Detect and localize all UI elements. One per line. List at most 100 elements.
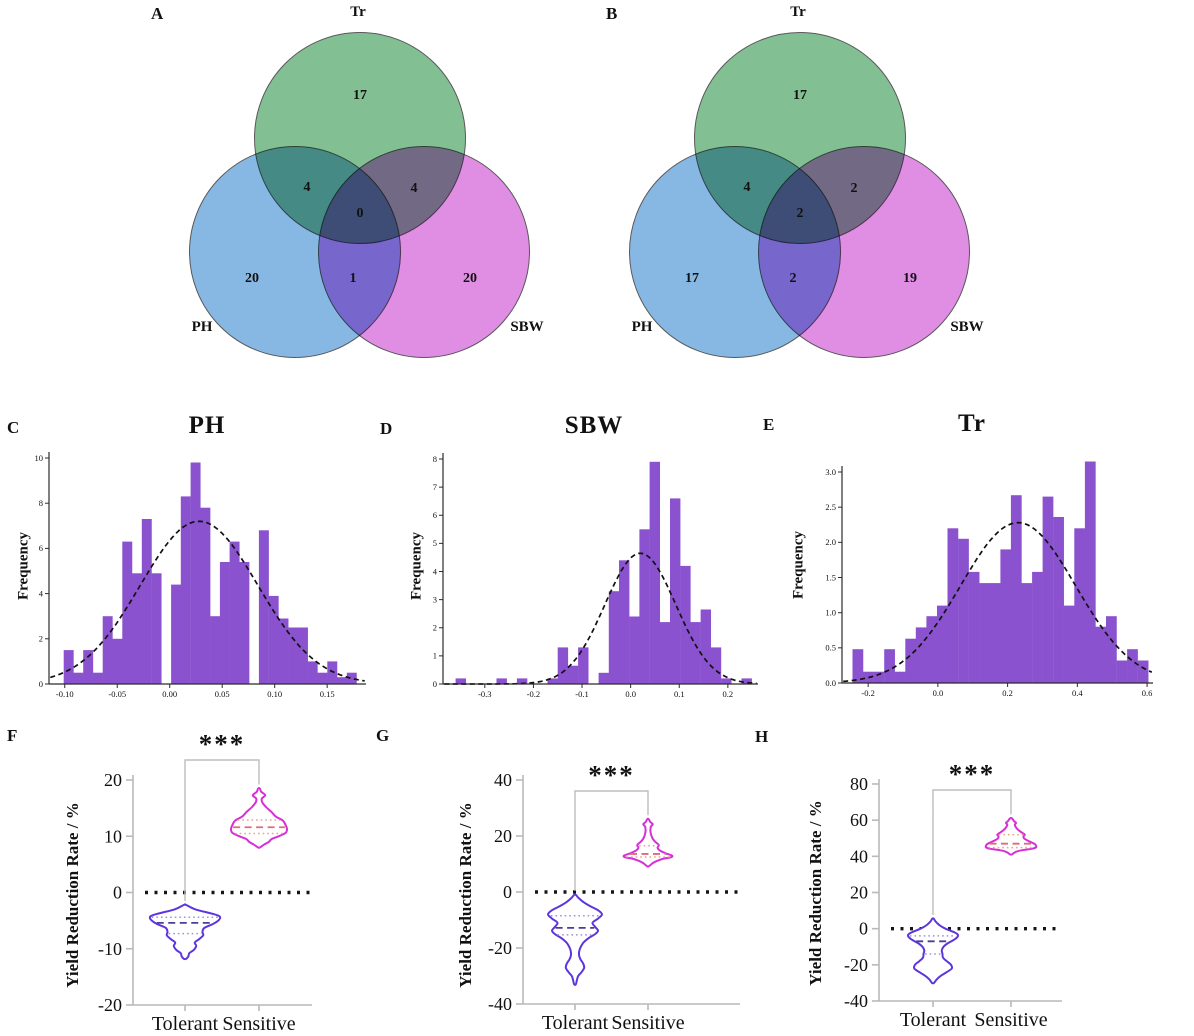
svg-text:0: 0: [503, 882, 512, 902]
set-label-ph: PH: [631, 319, 653, 335]
set-label-ph: PH: [191, 319, 213, 335]
svg-text:0.4: 0.4: [1072, 688, 1083, 698]
panel-letter-g: G: [376, 726, 390, 745]
hist-title-ph: PH: [188, 412, 226, 439]
violin-plot-tr: 80 60 40 20 0 -20 -40 *** Tolerant Sensitive: [844, 759, 1062, 1031]
svg-text:-0.1: -0.1: [575, 689, 588, 699]
svg-text:0: 0: [113, 883, 122, 903]
svg-text:2.5: 2.5: [825, 502, 836, 512]
svg-text:-20: -20: [98, 995, 122, 1015]
set-label-sbw: SBW: [950, 319, 984, 335]
svg-text:0.00: 0.00: [162, 689, 177, 699]
svg-text:4: 4: [39, 588, 44, 598]
venn-diagram-a: Tr 17 4 4 0 20 1 20 PH SBW: [189, 4, 544, 360]
svg-text:80: 80: [850, 774, 868, 794]
svg-text:0.2: 0.2: [723, 689, 734, 699]
svg-text:Sensitive: Sensitive: [611, 1012, 684, 1034]
set-label-sbw: SBW: [510, 319, 544, 335]
svg-text:Sensitive: Sensitive: [974, 1009, 1047, 1031]
svg-text:Tolerant: Tolerant: [152, 1013, 219, 1035]
svg-text:-0.10: -0.10: [56, 689, 74, 699]
svg-text:1.0: 1.0: [825, 607, 836, 617]
svg-text:8: 8: [433, 454, 437, 464]
svg-text:-0.05: -0.05: [108, 689, 126, 699]
panel-letter-e: E: [763, 415, 775, 434]
count-tr-sbw: 4: [410, 181, 418, 196]
panel-letter-h: H: [755, 727, 769, 746]
svg-text:20: 20: [850, 883, 868, 903]
svg-text:40: 40: [850, 846, 868, 866]
svg-text:20: 20: [494, 826, 512, 846]
set-label-tr: Tr: [350, 4, 366, 20]
svg-text:7: 7: [433, 482, 437, 492]
svg-text:60: 60: [850, 810, 868, 830]
svg-text:0: 0: [39, 679, 43, 689]
violin-plot-ph: 20 10 0 -10 -20 *** Tolerant Sensitive: [98, 729, 312, 1035]
svg-text:4: 4: [433, 566, 438, 576]
count-ph-tr: 4: [303, 180, 311, 195]
venn-diagram-b: Tr 17 4 2 2 17 2 19 PH SBW: [629, 4, 984, 360]
svg-text:0.1: 0.1: [674, 689, 685, 699]
svg-text:10: 10: [104, 826, 122, 846]
svg-text:5: 5: [433, 538, 437, 548]
svg-text:-40: -40: [488, 994, 512, 1014]
svg-text:40: 40: [494, 770, 512, 790]
count-sbw-only: 19: [903, 271, 917, 286]
svg-text:0: 0: [859, 919, 868, 939]
count-tr-sbw: 2: [850, 181, 858, 196]
histogram-ph: 0 2 4 6 8 10 -0.10 -0.05 0.00 0.05 0.10 0.15: [35, 452, 366, 699]
svg-text:-0.3: -0.3: [478, 689, 491, 699]
count-ph-sbw: 1: [349, 271, 357, 286]
svg-text:***: ***: [949, 759, 996, 789]
svg-text:0.15: 0.15: [320, 689, 335, 699]
svg-text:1: 1: [433, 651, 437, 661]
hist-title-sbw: SBW: [564, 412, 624, 439]
svg-text:Tolerant: Tolerant: [900, 1009, 967, 1031]
count-tr-only: 17: [793, 88, 807, 103]
count-ph-only: 17: [685, 271, 699, 286]
svg-text:0.0: 0.0: [825, 678, 836, 688]
svg-text:6: 6: [39, 543, 43, 553]
svg-text:0.5: 0.5: [825, 643, 836, 653]
svg-text:0.05: 0.05: [215, 689, 230, 699]
histogram-sbw: 0 1 2 3 4 5 6 7 8 -0.3 -0.2 -0.1 0.0 0.1 0.2: [433, 453, 758, 699]
svg-text:0.10: 0.10: [267, 689, 282, 699]
count-ph-tr: 4: [743, 180, 751, 195]
svg-text:***: ***: [588, 760, 635, 790]
svg-text:-0.2: -0.2: [527, 689, 540, 699]
hist-title-tr: Tr: [958, 410, 986, 437]
sbw-circle: [318, 146, 530, 358]
svg-text:-20: -20: [844, 955, 868, 975]
svg-text:0: 0: [433, 679, 437, 689]
svg-text:Sensitive: Sensitive: [222, 1013, 295, 1035]
count-ph-sbw: 2: [789, 271, 797, 286]
svg-text:2.0: 2.0: [825, 537, 836, 547]
sbw-circle: [758, 146, 970, 358]
panel-letter-f: F: [7, 726, 18, 745]
svg-text:8: 8: [39, 498, 43, 508]
count-center: 2: [796, 206, 804, 221]
svg-text:-40: -40: [844, 991, 868, 1011]
histogram-tr: 0.0 0.5 1.0 1.5 2.0 2.5 3.0 -0.2 0.0 0.2 0.4 0.6: [825, 461, 1153, 698]
svg-text:0.0: 0.0: [625, 689, 636, 699]
count-center: 0: [356, 206, 364, 221]
svg-text:0.6: 0.6: [1142, 688, 1153, 698]
panel-letter-a: A: [151, 4, 164, 23]
svg-text:20: 20: [104, 770, 122, 790]
svg-text:2: 2: [433, 623, 437, 633]
svg-text:1.5: 1.5: [825, 572, 836, 582]
svg-text:0.2: 0.2: [1002, 688, 1013, 698]
svg-text:-10: -10: [98, 939, 122, 959]
violin-plot-sbw: 40 20 0 -20 -40 *** Tolerant Sensitive: [488, 760, 740, 1034]
svg-text:3: 3: [433, 594, 437, 604]
count-ph-only: 20: [245, 271, 259, 286]
svg-text:-0.2: -0.2: [861, 688, 874, 698]
svg-text:Tolerant: Tolerant: [542, 1012, 609, 1034]
svg-text:10: 10: [35, 453, 44, 463]
panel-letter-b: B: [606, 4, 618, 23]
panel-letter-c: C: [7, 418, 20, 437]
svg-text:2: 2: [39, 634, 43, 644]
svg-text:0.0: 0.0: [933, 688, 944, 698]
count-sbw-only: 20: [463, 271, 477, 286]
